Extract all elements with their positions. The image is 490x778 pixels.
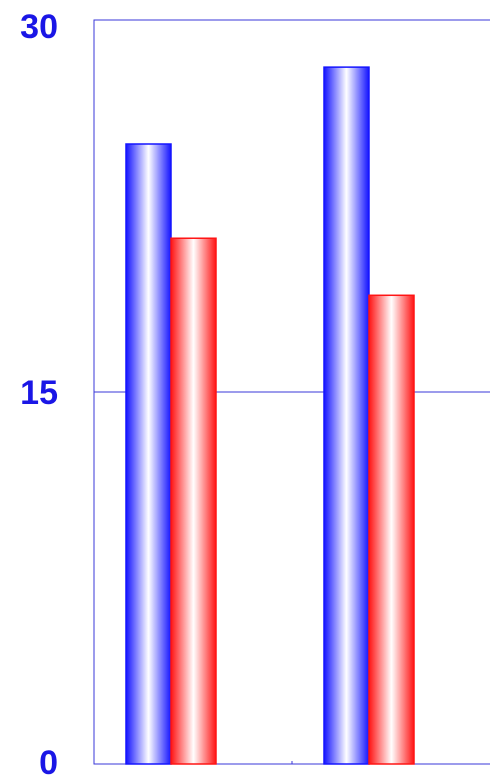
bar-series2-group2	[368, 294, 415, 765]
y-tick-label-1: 15	[20, 374, 58, 412]
bar-series2-group1	[170, 237, 217, 765]
bar-series1-group1	[125, 143, 172, 765]
y-tick-label-0: 0	[39, 744, 58, 778]
bar-series1-group2	[323, 66, 370, 765]
y-axis-ticks: 0 15 30	[20, 8, 58, 778]
bars	[125, 66, 415, 765]
y-tick-label-2: 30	[20, 8, 58, 46]
